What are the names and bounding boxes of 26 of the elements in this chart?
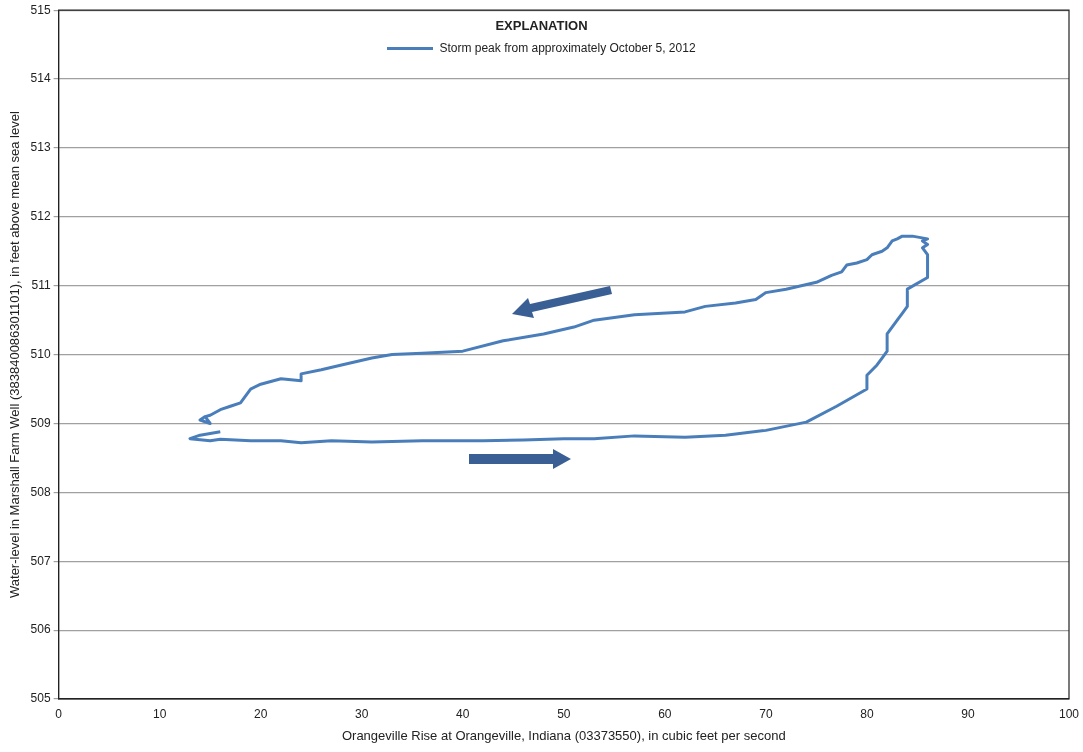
x-tick-label: 90	[961, 706, 975, 721]
y-tick-label: 513	[30, 140, 51, 155]
x-tick-label: 20	[254, 706, 268, 721]
x-tick-label: 100	[1058, 706, 1080, 721]
y-tick-label: 509	[30, 415, 51, 430]
y-tick-label: 511	[31, 278, 51, 293]
y-tick-label: 506	[30, 622, 51, 637]
y-tick-label: 505	[30, 691, 51, 706]
x-tick-label: 40	[456, 706, 470, 721]
x-axis-title: Orangeville Rise at Orangeville, Indiana (03373550), in cubic feet per second	[341, 727, 786, 743]
x-tick-label: 30	[355, 706, 369, 721]
y-tick-label: 508	[30, 484, 51, 499]
x-tick-label: 10	[152, 706, 167, 721]
legend-label: Storm peak from approximately October 5, 2012	[438, 41, 697, 55]
y-tick-label: 514	[30, 71, 51, 86]
legend-title: EXPLANATION	[494, 18, 589, 33]
y-tick-label: 512	[30, 209, 51, 224]
x-tick-label: 80	[860, 706, 874, 721]
y-tick-label: 510	[30, 346, 51, 361]
x-tick-label: 70	[759, 706, 773, 721]
y-axis-title: Water-level in Marshall Farm Well (383840086301101), in feet above mean sea level	[7, 111, 23, 598]
x-tick-label: 50	[557, 706, 571, 721]
x-tick-label: 0	[55, 706, 63, 721]
y-tick-label: 507	[30, 553, 51, 568]
y-tick-label: 515	[30, 2, 51, 17]
x-tick-label: 60	[658, 706, 672, 721]
